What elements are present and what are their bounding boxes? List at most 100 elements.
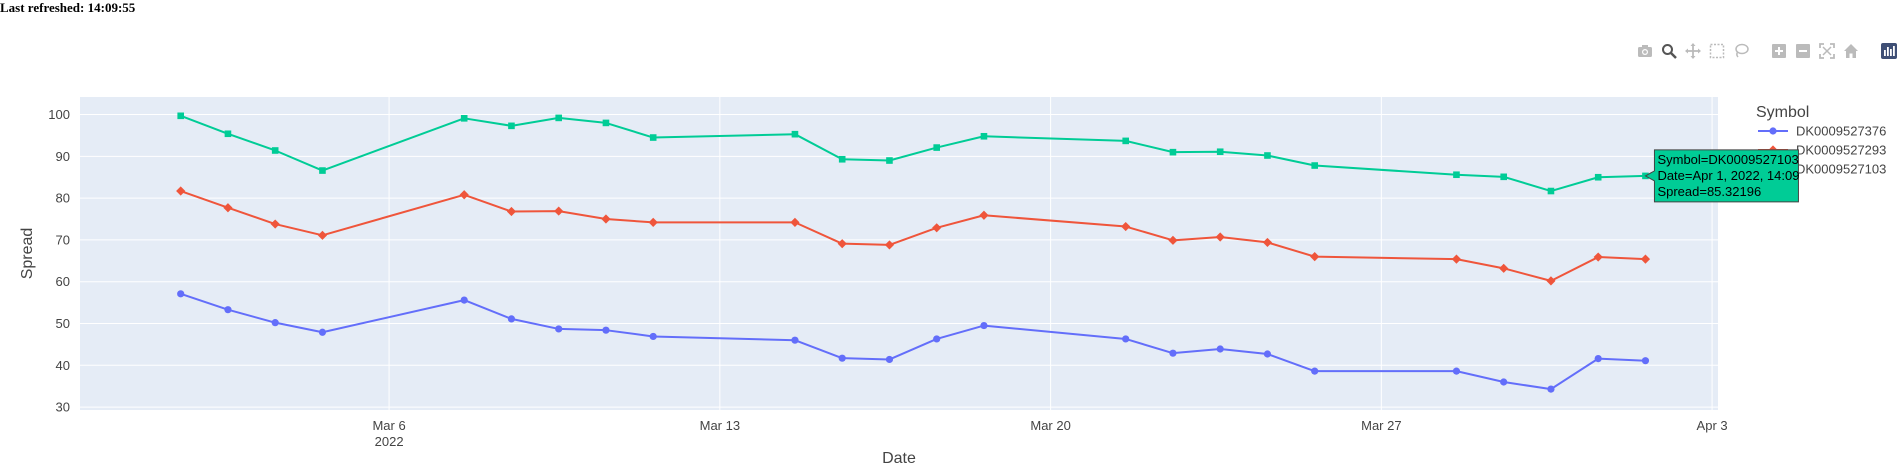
diamond-marker [884,240,895,250]
circle-marker [224,306,232,314]
square-marker [1500,173,1508,181]
diamond-marker [932,223,942,233]
tooltip-line: Spread=85.32196 [1657,184,1761,199]
circle-marker [933,335,941,343]
box-select-button[interactable] [1707,41,1727,61]
x-tick-label: Mar 13 [700,418,740,433]
square-marker [1216,148,1224,156]
square-marker [224,130,232,138]
square-marker [1547,187,1555,195]
circle-marker [1547,385,1555,393]
circle-marker [838,354,846,362]
series-line [180,190,1646,282]
last-refreshed-label: Last refreshed: 14:09:55 [0,0,136,15]
square-marker [460,115,468,122]
zoom-in-icon [1772,44,1786,58]
pan-button[interactable] [1683,41,1703,61]
circle-marker [791,336,799,344]
square-marker [886,157,893,164]
circle-marker [1122,335,1130,343]
camera-icon [1638,45,1652,57]
circle-marker [980,321,988,330]
circle-marker [1263,350,1272,358]
circle-marker [271,319,279,327]
y-tick-label: 50 [56,316,70,331]
legend-label: DK0009527103 [1796,162,1886,177]
diamond-marker [506,206,517,217]
square-marker [1311,162,1319,169]
diamond-marker [790,217,800,227]
pan-icon [1685,43,1701,59]
y-tick-label: 100 [48,107,70,122]
tooltip-box [1644,149,1799,203]
square-marker [1453,171,1460,179]
diamond-marker [1451,254,1462,264]
square-marker [319,167,326,174]
legend-item[interactable]: DK0009527376 [1758,124,1886,139]
square-marker [271,147,279,154]
x-axis-title: Date [882,450,916,467]
tooltip-line: Symbol=DK0009527103 [1657,152,1798,167]
series-line [180,114,1646,193]
lasso-select-button[interactable] [1731,41,1751,61]
diamond-marker [1215,232,1225,242]
diamond-marker [1640,254,1651,264]
diamond-marker [837,239,847,249]
y-axis-title: Spread [19,228,36,280]
zoom-in-button[interactable] [1769,41,1789,61]
circle-marker [507,315,516,323]
diamond-marker [317,230,328,240]
autoscale-button[interactable] [1817,41,1837,61]
plotly-logo-link[interactable] [1879,41,1899,61]
diamond-marker [554,206,564,216]
autoscale-icon [1819,43,1835,59]
series-line [180,292,1646,391]
circle-marker [318,328,327,336]
x-tick-label: Apr 3 [1697,418,1728,433]
circle-marker [1769,127,1777,135]
diamond-marker [1168,235,1178,245]
x-tick-label: Mar 20 [1030,418,1070,433]
legend-title: Symbol [1756,104,1809,121]
series-DK0009527293[interactable] [176,186,1651,286]
diamond-marker [1546,276,1556,286]
diamond-marker [270,219,280,229]
series-DK0009527376[interactable] [177,290,1650,393]
plot-area[interactable] [80,97,1718,410]
square-marker [980,132,988,140]
circle-marker [1500,378,1508,386]
square-marker [555,114,563,122]
circle-marker [1452,367,1461,375]
diamond-marker [1499,263,1509,273]
tooltip-line: Date=Apr 1, 2022, 14:09 [1657,168,1799,183]
diamond-marker [1262,237,1273,248]
diamond-marker [223,203,233,213]
legend-label: DK0009527376 [1796,124,1886,139]
y-axis-ticks: 30 40 50 60 70 80 90 100 [48,107,70,415]
download-png-button[interactable] [1635,41,1655,61]
circle-marker [1311,367,1319,375]
circle-marker [1594,354,1602,363]
zoom-out-button[interactable] [1793,41,1813,61]
square-marker [602,119,610,127]
square-marker [1122,137,1130,145]
series-DK0009527103[interactable] [177,112,1649,195]
x-tick-label: Mar 6 [372,418,405,433]
home-icon [1844,44,1858,58]
square-marker [649,134,657,141]
diamond-marker [979,210,989,220]
diamond-marker [176,186,186,196]
reset-axes-button[interactable] [1841,41,1861,61]
circle-marker [1641,357,1650,365]
square-marker [838,155,846,163]
plotly-logo-icon [1881,43,1897,59]
diamond-marker [1310,252,1320,262]
zoom-button[interactable] [1659,41,1679,61]
y-tick-label: 40 [56,358,70,373]
circle-marker [602,326,610,334]
diamond-marker [1121,221,1131,232]
square-marker [508,122,515,130]
y-tick-label: 70 [56,232,70,247]
